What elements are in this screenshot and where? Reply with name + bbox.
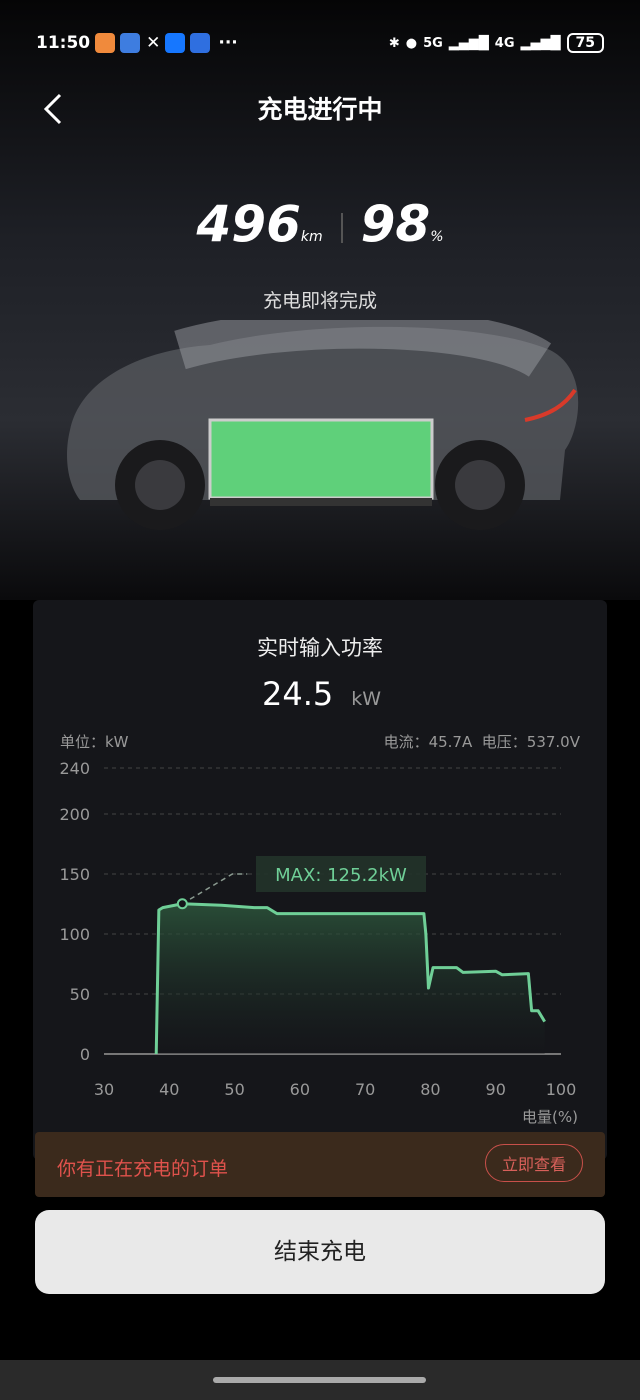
x-tick-label: 100 xyxy=(546,1080,577,1099)
bluetooth-icon: ✱ xyxy=(388,35,400,51)
range-value: 496 xyxy=(196,195,301,253)
app-c-icon xyxy=(120,33,141,53)
x-tick-label: 80 xyxy=(420,1080,440,1099)
power-line xyxy=(154,902,546,1055)
x-app-icon: ✕ xyxy=(146,33,161,53)
more-notifications-icon: ··· xyxy=(218,33,238,53)
y-tick-label: 150 xyxy=(59,865,90,884)
charge-status: 充电即将完成 xyxy=(262,290,377,312)
navigation-bar xyxy=(0,1360,640,1400)
y-tick-label: 100 xyxy=(59,925,90,944)
y-tick-label: 240 xyxy=(59,759,90,778)
time: 11:50 xyxy=(36,33,91,53)
signal-5g: 5G xyxy=(423,35,443,51)
y-tick-label: 50 xyxy=(70,985,90,1004)
chart-unit-label: 单位：kW xyxy=(60,733,129,751)
max-point-marker xyxy=(176,898,188,910)
battery-indicator: 75 xyxy=(566,33,604,53)
range-unit: km xyxy=(300,229,323,245)
max-leader-line xyxy=(181,873,248,905)
x-tick-label: 90 xyxy=(486,1080,506,1099)
power-readout: 24.5 kW xyxy=(262,675,381,713)
x-axis-label: 电量(%) xyxy=(522,1108,578,1126)
power-chart: 0 50 100 150 200 240 30 40 50 60 70 80 90 100 MAX: 125… xyxy=(59,759,577,1099)
max-label-box xyxy=(256,856,426,892)
charge-summary: 496km 98% xyxy=(0,195,640,253)
y-tick-label: 0 xyxy=(80,1045,90,1064)
power-value: 24.5 xyxy=(262,675,334,713)
view-order-button[interactable]: 立即查看 xyxy=(484,1144,583,1182)
order-text: 你有正在充电的订单 xyxy=(57,1158,229,1180)
back-button[interactable] xyxy=(40,92,70,126)
power-title: 实时输入功率 xyxy=(257,636,383,660)
x-tick-label: 50 xyxy=(224,1080,244,1099)
order-banner[interactable]: 你有正在充电的订单 立即查看 xyxy=(35,1132,605,1197)
x-tick-label: 70 xyxy=(355,1080,375,1099)
chevron-left-icon xyxy=(43,93,62,125)
signal-icon: ▂▄▆█ xyxy=(448,35,489,51)
current-voltage: 电流：45.7A 电压：537.0V xyxy=(384,731,580,752)
page-title: 充电进行中 xyxy=(257,95,383,124)
x-tick-label: 60 xyxy=(290,1080,310,1099)
soc-value: 98 xyxy=(360,195,431,253)
x-tick-label: 30 xyxy=(94,1080,114,1099)
end-charging-button[interactable]: 结束充电 xyxy=(35,1210,605,1294)
max-annotation: MAX: 125.2kW xyxy=(275,865,407,886)
divider xyxy=(340,212,343,243)
y-tick-label: 200 xyxy=(59,805,90,824)
power-area xyxy=(156,903,545,1054)
voltage-readout: 电压：537.0V xyxy=(481,733,580,751)
car-battery-illustration xyxy=(67,320,579,530)
x-tick-label: 40 xyxy=(159,1080,179,1099)
soc-unit: % xyxy=(430,229,444,245)
location-icon: ● xyxy=(405,35,418,51)
signal-icon: ▂▄▆█ xyxy=(520,35,561,51)
current-readout: 电流：45.7A xyxy=(383,733,473,751)
signal-4g: 4G xyxy=(494,35,515,51)
home-indicator[interactable] xyxy=(213,1377,426,1383)
app-store-icon xyxy=(190,33,211,53)
health-app-icon xyxy=(95,33,116,53)
alipay-icon xyxy=(165,33,186,53)
status-bar: 11:50 ✕ ··· ✱ ● 5G ▂▄▆█ 4G ▂▄▆█ 75 xyxy=(36,30,604,56)
power-unit: kW xyxy=(351,688,382,710)
